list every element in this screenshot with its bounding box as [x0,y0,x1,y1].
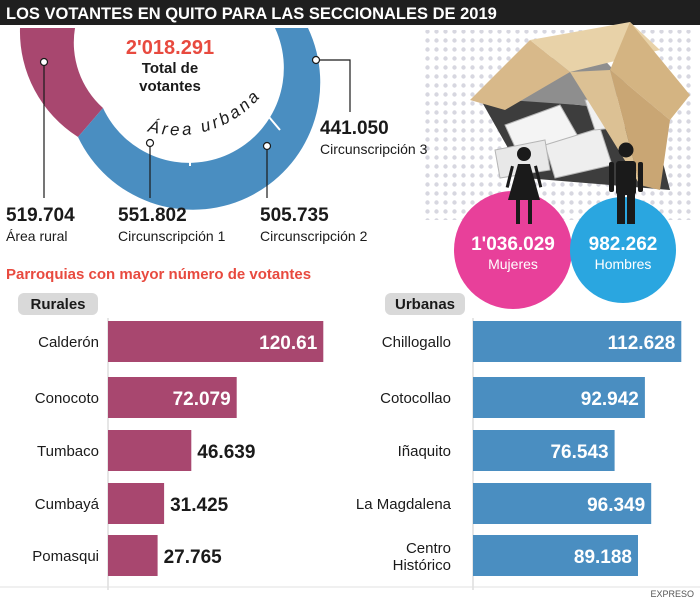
urban-bar [473,321,682,362]
total-label-line1: Total de [142,60,198,77]
total-label-line2: votantes [139,78,201,95]
urban-title-box [385,293,465,315]
ring-divider [257,103,281,131]
rural-bar [108,535,158,576]
women-value: 1'036.029 [471,234,555,255]
rural-bar-chart: 120.61 Calderón 72.079 Conocoto 46.639 Tumbac… [32,321,324,576]
circ1-label: Circunscripción 1 [118,228,226,244]
section-title: Parroquias con mayor número de votantes [6,266,311,283]
urban-bar-value: 76.543 [550,442,608,463]
page-title: LOS VOTANTES EN QUITO PARA LAS SECCIONAL… [6,5,497,23]
rural-bar-value: 46.639 [197,442,255,463]
urban-bar [473,377,645,418]
ring-segment-rural [19,28,103,137]
rural-category-label: Conocoto [35,390,99,407]
urban-bar [473,430,615,471]
urban-bar [473,535,638,576]
urban-category-label: Iñaquito [398,443,451,460]
total-value: 2'018.291 [126,37,214,59]
urban-chart-title: Urbanas [395,296,455,313]
circ2-value: 505.735 [260,205,329,226]
rural-title-box [18,293,98,315]
rural-bar [108,483,165,524]
rural-category-label: Tumbaco [37,443,99,460]
rural-category-label: Cumbayá [35,496,100,513]
footer-credit: EXPRESO [650,589,694,599]
urban-category-label: Cotocollao [380,390,451,407]
rural-category-label: Calderón [38,334,99,351]
leader-markers [39,55,321,151]
men-circle [570,197,676,303]
rural-bar-value: 31.425 [170,495,229,516]
urban-bar-value: 92.942 [581,389,639,410]
rural-category-label: Pomasqui [32,548,99,565]
rural-chart-title: Rurales [30,296,85,313]
urban-category-label: La Magdalena [356,496,452,513]
urban-category-label: Chillogallo [382,334,451,351]
circ2-label: Circunscripción 2 [260,228,368,244]
rural-bar-value: 27.765 [164,547,223,568]
urban-bar-value: 89.188 [574,547,632,568]
men-value: 982.262 [589,234,658,255]
rural-bar-value: 72.079 [173,389,231,410]
circ3-label: Circunscripción 3 [320,141,428,157]
rural-bar [108,321,324,362]
rural-label: Área rural [6,228,67,244]
urban-bar [473,483,652,524]
urban-bar-chart: 112.628 Chillogallo 92.942 Cotocollao 76.543… [356,321,682,576]
urban-category-label: Centro Histórico [393,540,451,574]
woman-icon [505,147,543,224]
circ1-value: 551.802 [118,205,187,226]
circ3-value: 441.050 [320,118,389,139]
rural-bar [108,430,192,471]
ring-segment-urban [78,28,321,210]
rural-bar [108,377,237,418]
rural-bar-value: 120.61 [259,333,318,354]
urban-bar-value: 96.349 [587,495,645,516]
rural-value: 519.704 [6,205,75,226]
title-bar [0,0,700,25]
women-label: Mujeres [488,256,538,272]
man-icon [609,142,643,224]
men-label: Hombres [595,256,652,272]
leader-lines [43,59,351,198]
urban-bar-value: 112.628 [608,333,676,354]
women-circle [454,191,572,309]
